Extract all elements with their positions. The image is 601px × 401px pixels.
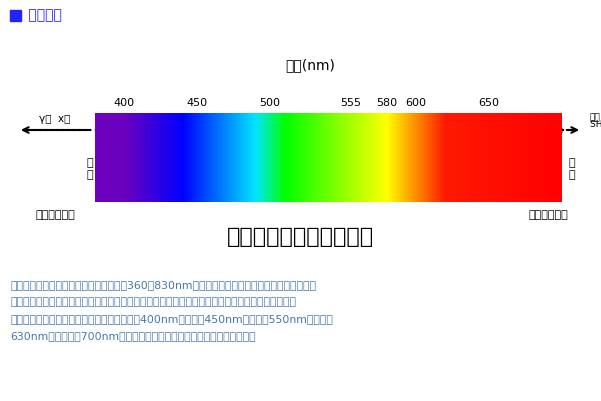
Text: 紫: 紫 <box>142 158 150 171</box>
Text: 線）とよび、この範囲の電磁波は人間の目で感じることができます。目に入る光のうち、波長の長: 線）とよび、この範囲の電磁波は人間の目で感じることができます。目に入る光のうち、… <box>10 297 296 307</box>
Text: 可視光: 可視光 <box>313 176 344 194</box>
Text: 500: 500 <box>260 98 281 108</box>
Text: 水
色: 水 色 <box>252 158 259 186</box>
Text: 橙: 橙 <box>412 158 419 171</box>
Text: 電波: 電波 <box>590 113 601 122</box>
Text: 波長による光の色の変化: 波長による光の色の変化 <box>227 227 374 247</box>
Text: 赤
外: 赤 外 <box>569 158 575 180</box>
Text: γ線  x線: γ線 x線 <box>39 114 71 124</box>
Text: 黄: 黄 <box>376 158 383 171</box>
Text: 630nmでは黄色、700nmでは赤といったように感じる色が変化します。: 630nmでは黄色、700nmでは赤といったように感じる色が変化します。 <box>10 331 255 341</box>
Text: 580: 580 <box>376 98 397 108</box>
Text: 450: 450 <box>186 98 208 108</box>
Text: 青: 青 <box>201 158 208 171</box>
Bar <box>10 10 21 21</box>
Text: さによって知覚される光の色は異なり、波長400nmでは紫、450nmでは青、550nmでは緑、: さによって知覚される光の色は異なり、波長400nmでは紫、450nmでは青、55… <box>10 314 333 324</box>
Text: 400: 400 <box>114 98 135 108</box>
Text: 波長(nm): 波長(nm) <box>285 58 335 72</box>
Text: 光は電磁波の一種です。電磁波の波長が360〜830nmの範囲のものを光（または可視光、可視光: 光は電磁波の一種です。電磁波の波長が360〜830nmの範囲のものを光（または可… <box>10 280 316 290</box>
Text: 650: 650 <box>478 98 499 108</box>
Text: エネルギー大: エネルギー大 <box>35 210 75 220</box>
Text: 600: 600 <box>406 98 427 108</box>
Text: 光とは？: 光とは？ <box>24 8 62 22</box>
Text: 555: 555 <box>340 98 361 108</box>
Text: 赤: 赤 <box>463 158 471 171</box>
Text: エネルギー小: エネルギー小 <box>528 210 568 220</box>
Text: 紫
外: 紫 外 <box>87 158 93 180</box>
Text: 緑: 緑 <box>318 158 325 171</box>
Text: SHF UHF: SHF UHF <box>590 120 601 129</box>
